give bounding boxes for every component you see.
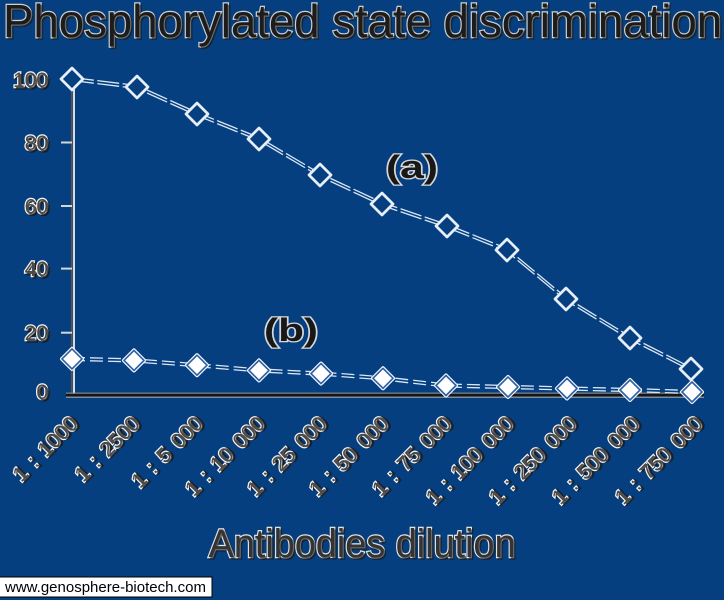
svg-text:Phosphorylated state discrimin: Phosphorylated state discrimination bbox=[3, 0, 722, 47]
svg-text:(b): (b) bbox=[264, 312, 318, 348]
svg-text:(a): (a) bbox=[386, 149, 438, 185]
svg-text:www.genosphere-biotech.com: www.genosphere-biotech.com bbox=[4, 579, 206, 596]
svg-text:0: 0 bbox=[36, 381, 48, 404]
svg-text:80: 80 bbox=[25, 132, 48, 155]
svg-text:60: 60 bbox=[25, 196, 48, 219]
svg-text:20: 20 bbox=[25, 322, 48, 345]
svg-text:100: 100 bbox=[13, 69, 48, 92]
svg-text:Antibodies dilution: Antibodies dilution bbox=[209, 522, 516, 566]
svg-text:40: 40 bbox=[25, 258, 48, 281]
